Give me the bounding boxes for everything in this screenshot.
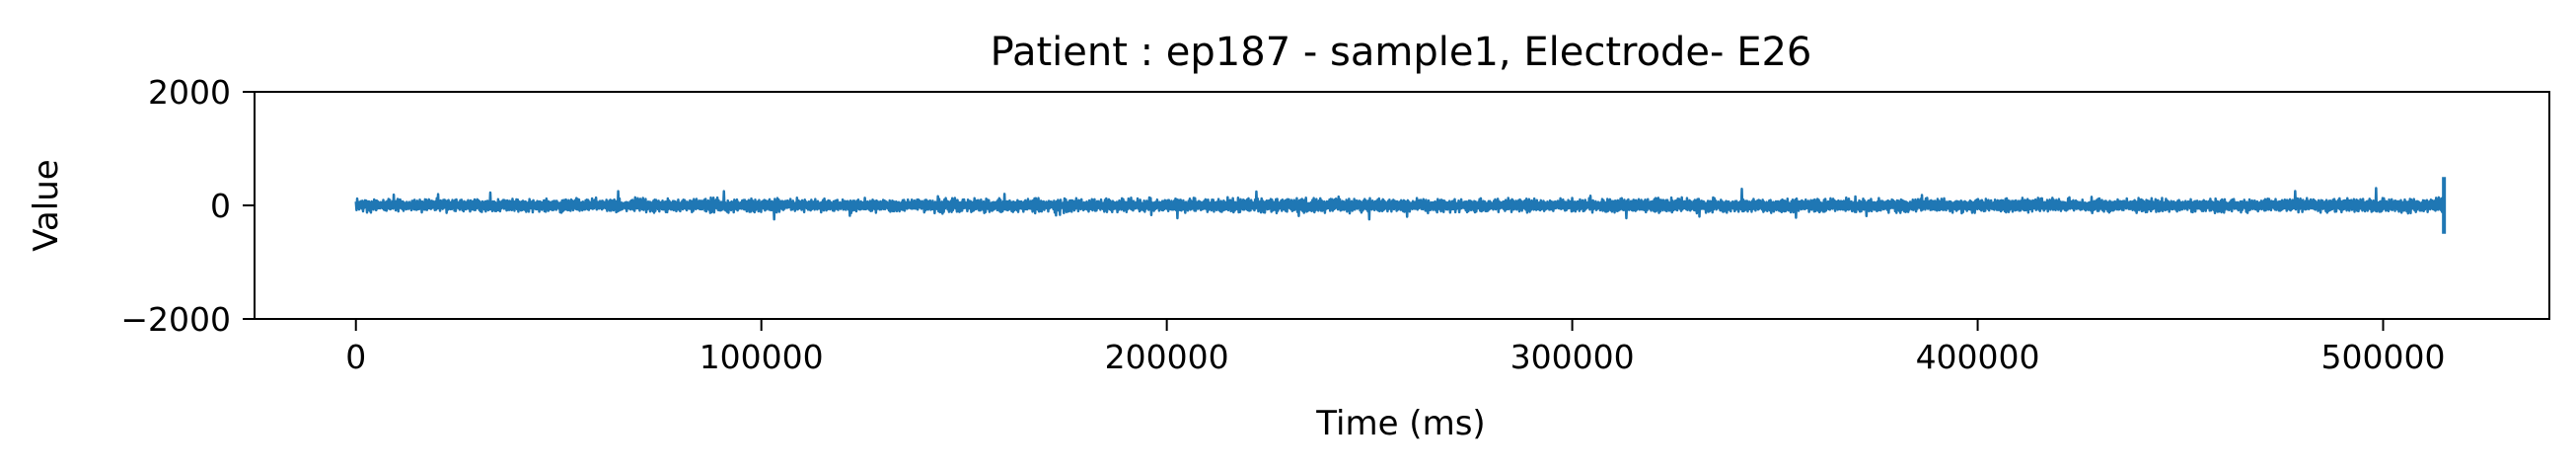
y-axis-label: Value — [27, 159, 66, 251]
y-tick-label: 0 — [210, 187, 231, 225]
x-axis: 0 100000 200000 300000 400000 500000 — [345, 319, 2446, 376]
x-tick-label: 0 — [345, 338, 366, 376]
plot-area — [254, 91, 2550, 320]
chart-title: Patient : ep187 - sample1, Electrode- E2… — [991, 30, 1812, 75]
y-tick-label: −2000 — [120, 300, 231, 339]
y-tick-label: 2000 — [148, 73, 231, 112]
x-tick-label: 300000 — [1510, 338, 1635, 376]
x-axis-label: Time (ms) — [1315, 404, 1485, 443]
y-axis: −2000 0 2000 — [120, 73, 255, 339]
x-tick-label: 200000 — [1105, 338, 1229, 376]
series-layer — [354, 177, 2447, 234]
x-tick-label: 100000 — [699, 338, 824, 376]
series-line — [354, 187, 2446, 221]
x-tick-label: 400000 — [1916, 338, 2040, 376]
x-tick-label: 500000 — [2321, 338, 2446, 376]
